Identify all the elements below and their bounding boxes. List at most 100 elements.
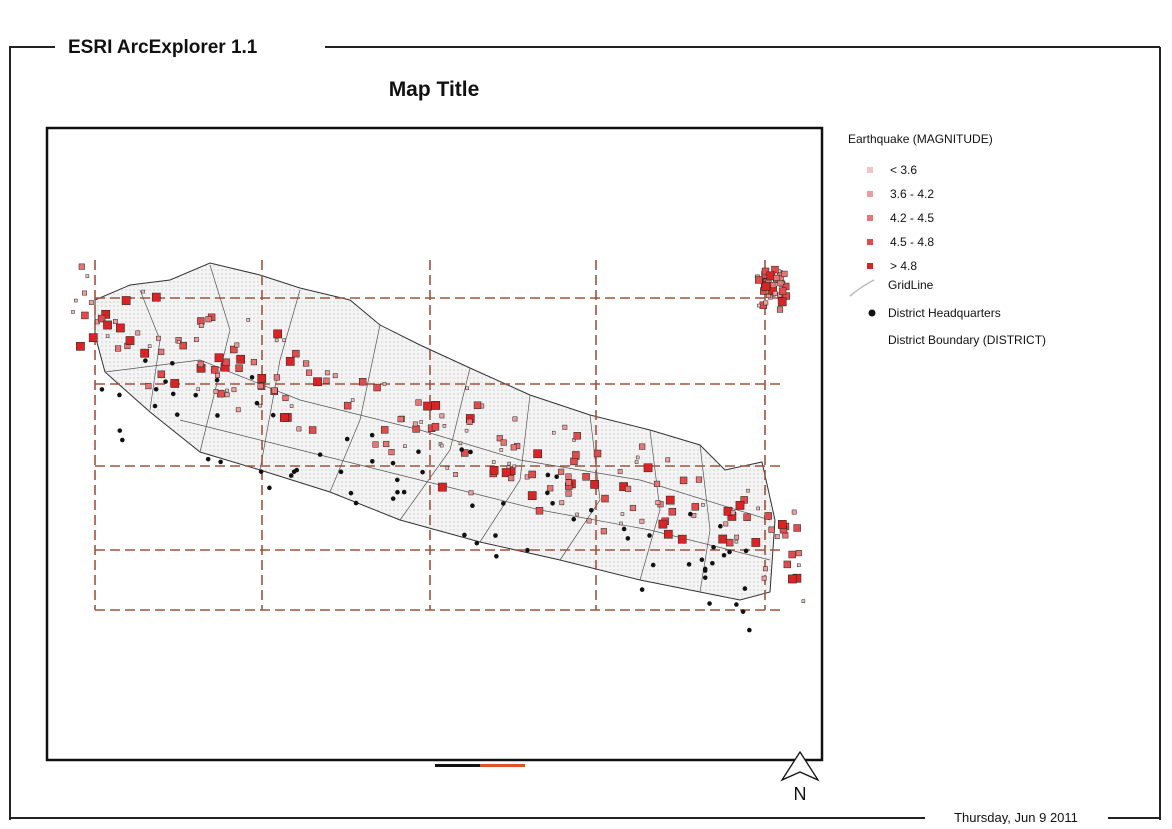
earthquake: [797, 563, 801, 568]
map-title: Map Title: [389, 78, 480, 101]
headquarters: [702, 575, 708, 580]
headquarters: [215, 413, 220, 418]
headquarters: [718, 523, 723, 529]
earthquake: [145, 383, 152, 390]
headquarters: [493, 533, 498, 538]
earthquake: [431, 423, 440, 431]
earthquake: [781, 270, 788, 277]
earthquake: [423, 401, 432, 411]
earthquake: [235, 364, 243, 372]
earthquake: [116, 323, 125, 333]
earthquake: [289, 404, 294, 408]
earthquake: [582, 473, 590, 481]
headquarters: [117, 392, 122, 398]
earthquake: [508, 475, 515, 482]
earthquake: [489, 465, 499, 475]
earthquake: [431, 401, 441, 410]
earthquake: [770, 281, 777, 289]
headquarters: [650, 562, 656, 568]
earthquake: [533, 449, 542, 459]
earthquake: [78, 263, 85, 270]
earthquake: [257, 374, 267, 383]
headquarters: [420, 469, 425, 475]
headquarters: [625, 536, 631, 541]
earthquake: [734, 534, 740, 540]
earthquake: [559, 500, 565, 506]
headquarters: [462, 532, 467, 538]
earthquake: [562, 424, 568, 430]
earthquake: [419, 420, 423, 424]
headquarters: [734, 602, 739, 607]
headquarters: [170, 360, 175, 366]
earthquake: [734, 539, 739, 544]
earthquake: [285, 357, 295, 366]
date: Thursday, Jun 9 2011: [954, 810, 1078, 824]
headquarters: [639, 587, 645, 592]
earthquake: [547, 485, 554, 492]
headquarters: [721, 552, 727, 558]
earthquake: [512, 416, 518, 422]
earthquake: [382, 382, 387, 386]
hq-symbol: [868, 309, 876, 317]
earthquake: [273, 374, 280, 381]
legend-swatch: [867, 239, 873, 245]
earthquake: [625, 485, 632, 492]
earthquake: [635, 455, 640, 460]
earthquake: [701, 503, 705, 507]
earthquake: [801, 599, 806, 603]
earthquake: [679, 476, 688, 485]
earthquake: [114, 345, 122, 352]
headquarters: [267, 485, 272, 491]
headquarters: [727, 549, 732, 555]
earthquake: [380, 426, 389, 434]
earthquake: [593, 449, 602, 458]
earthquake: [323, 377, 330, 384]
headquarters: [545, 472, 551, 478]
headquarters: [394, 477, 400, 483]
headquarters: [686, 562, 692, 567]
earthquake: [141, 289, 145, 294]
earthquake: [655, 500, 661, 505]
headquarters: [317, 452, 323, 457]
earthquake: [88, 300, 94, 306]
earthquake: [274, 338, 279, 343]
headquarters: [390, 496, 396, 501]
earthquake: [565, 479, 572, 486]
earthquake: [140, 348, 149, 358]
earthquake: [496, 435, 503, 442]
legend-swatch: [867, 215, 873, 221]
earthquake: [156, 335, 161, 341]
earthquake: [510, 444, 517, 451]
headquarters: [571, 516, 577, 522]
earthquake: [620, 512, 625, 516]
earthquake: [725, 538, 734, 547]
earthquake: [791, 509, 797, 515]
headquarters: [743, 548, 749, 554]
headquarters: [249, 375, 255, 380]
headquarters: [747, 627, 752, 633]
headquarters: [740, 609, 746, 614]
earthquake: [388, 449, 395, 456]
earthquake: [468, 490, 474, 496]
headquarters: [470, 503, 475, 509]
earthquake: [205, 316, 212, 323]
earthquake: [601, 494, 609, 503]
earthquake: [214, 353, 224, 363]
headquarters: [193, 392, 199, 398]
earthquake: [507, 461, 511, 466]
outer-frame: [9, 46, 1161, 820]
earthquake: [473, 401, 482, 409]
headquarters: [390, 460, 396, 466]
headquarters: [416, 449, 421, 454]
headquarters: [588, 507, 594, 513]
legend-label: District Headquarters: [888, 306, 1001, 320]
headquarters: [550, 500, 555, 506]
earthquake: [718, 534, 728, 544]
earthquake: [97, 314, 106, 323]
headquarters: [494, 553, 499, 559]
earthquake: [763, 300, 769, 306]
gridline-symbol: [849, 279, 875, 297]
headquarters: [338, 469, 344, 475]
earthquake: [573, 432, 581, 440]
